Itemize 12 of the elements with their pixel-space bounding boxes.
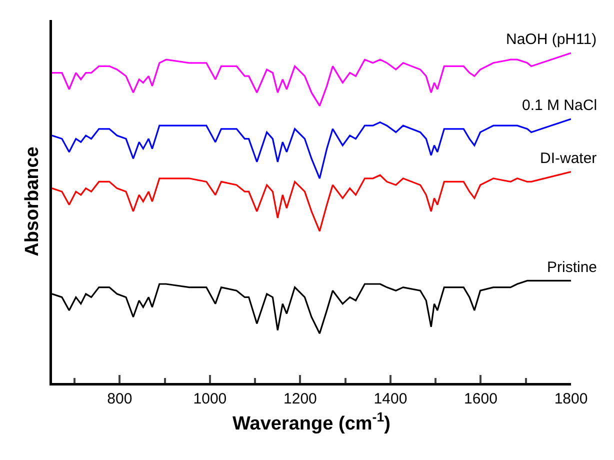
x-tick-label: 1200 — [284, 390, 317, 408]
y-axis-title: Absorbance — [22, 146, 44, 256]
x-tick-label: 800 — [107, 390, 132, 408]
x-tick-label: 1000 — [193, 390, 227, 408]
x-tick-label: 1600 — [464, 390, 498, 408]
x-tick-label: 1400 — [374, 390, 408, 408]
x-tick-label: 1800 — [554, 390, 588, 408]
series-label: 0.1 M NaCl — [522, 97, 598, 114]
x-axis-title: Waverange (cm$^{-1}$) — [232, 410, 390, 435]
series-label: DI-water — [540, 150, 597, 167]
series-label: Pristine — [547, 259, 598, 276]
series-label: NaOH (pH11) — [506, 31, 597, 48]
